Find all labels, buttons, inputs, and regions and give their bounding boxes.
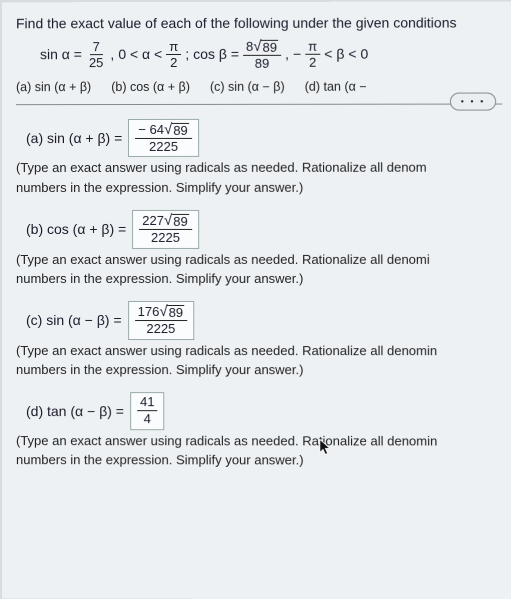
- answer-a-radicand: 89: [172, 123, 189, 137]
- alpha-range-frac: π 2: [166, 40, 181, 69]
- instr-b-1: (Type an exact answer using radicals as …: [16, 251, 503, 267]
- cos-beta-den: 89: [252, 56, 273, 70]
- answer-a-label: (a) sin (α + β) =: [26, 130, 122, 146]
- answer-c-num: 176√89: [135, 304, 188, 321]
- alpha-range-num: π: [166, 40, 181, 55]
- cos-beta-num: 8√89: [243, 39, 281, 56]
- sqrt-icon: √89: [159, 304, 184, 319]
- answer-d-row: (d) tan (α − β) = 41 4: [26, 392, 503, 430]
- sqrt-icon: √89: [253, 39, 278, 54]
- sqrt-icon: √89: [164, 122, 189, 137]
- beta-range-den: 2: [306, 55, 319, 69]
- worksheet-page: Find the exact value of each of the foll…: [2, 1, 511, 599]
- question-title: Find the exact value of each of the foll…: [16, 13, 502, 33]
- answer-b-num-coef: 227: [142, 213, 164, 228]
- beta-range-frac: π 2: [305, 40, 320, 69]
- part-c-label: (c) sin (α − β): [210, 80, 285, 94]
- sin-alpha-lhs: sin α =: [40, 47, 82, 63]
- sqrt-icon: √89: [164, 213, 189, 228]
- divider-rule: [16, 103, 502, 105]
- instr-d-1: (Type an exact answer using radicals as …: [16, 433, 503, 450]
- instr-d-2: numbers in the expression. Simplify your…: [16, 452, 503, 469]
- answer-b-den: 2225: [148, 230, 183, 245]
- sin-alpha-num: 7: [90, 40, 103, 55]
- answer-a-den: 2225: [146, 139, 181, 154]
- cos-beta-lhs: cos β =: [193, 46, 239, 62]
- semicolon: ;: [185, 46, 189, 62]
- beta-range-right: < β < 0: [324, 46, 368, 62]
- comma2: ,: [285, 46, 289, 62]
- answer-c-radicand: 89: [168, 305, 185, 319]
- answer-b-num: 227√89: [139, 213, 192, 230]
- answer-a-row: (a) sin (α + β) = − 64√89 2225: [26, 118, 502, 157]
- instr-c-1: (Type an exact answer using radicals as …: [16, 343, 503, 359]
- part-a-label: (a) sin (α + β): [16, 80, 91, 94]
- answer-b-radicand: 89: [172, 214, 189, 228]
- answer-a-box[interactable]: − 64√89 2225: [128, 119, 198, 158]
- pointer-cursor-icon: [319, 438, 333, 456]
- part-b-label: (b) cos (α + β): [111, 80, 190, 94]
- answer-d-num: 41: [137, 395, 158, 411]
- instr-a-2: numbers in the expression. Simplify your…: [16, 179, 502, 196]
- answer-b-row: (b) cos (α + β) = 227√89 2225: [26, 210, 502, 249]
- part-d-label: (d) tan (α −: [305, 80, 367, 94]
- answer-c-num-coef: 176: [138, 304, 160, 319]
- cos-beta-radicand: 89: [262, 40, 279, 54]
- answer-c-label: (c) sin (α − β) =: [26, 312, 122, 328]
- instr-a-1: (Type an exact answer using radicals as …: [16, 160, 502, 177]
- answer-d-label: (d) tan (α − β) =: [26, 403, 124, 419]
- answer-c-row: (c) sin (α − β) = 176√89 2225: [26, 301, 503, 340]
- answer-a-num-coef: − 64: [138, 122, 164, 137]
- answer-a-num: − 64√89: [135, 122, 191, 139]
- answer-c-box[interactable]: 176√89 2225: [128, 301, 195, 340]
- given-conditions: sin α = 7 25 , 0 < α < π 2 ; cos β = 8√8…: [40, 38, 502, 70]
- answer-d-box[interactable]: 41 4: [130, 392, 165, 430]
- more-button[interactable]: • • •: [450, 92, 496, 110]
- comma: ,: [110, 46, 114, 62]
- sin-alpha-frac: 7 25: [86, 40, 106, 69]
- beta-range-num: π: [305, 40, 320, 55]
- subparts-row: (a) sin (α + β) (b) cos (α + β) (c) sin …: [16, 79, 502, 94]
- sin-alpha-den: 25: [86, 55, 106, 69]
- ellipsis-icon: • • •: [461, 96, 486, 106]
- alpha-range-left: 0 < α <: [118, 46, 162, 62]
- cos-beta-frac: 8√89 89: [243, 39, 281, 70]
- cos-beta-num-coef: 8: [246, 39, 253, 54]
- answer-c-den: 2225: [143, 321, 178, 336]
- instr-c-2: numbers in the expression. Simplify your…: [16, 362, 503, 379]
- answer-b-label: (b) cos (α + β) =: [26, 221, 126, 237]
- instr-b-2: numbers in the expression. Simplify your…: [16, 271, 503, 287]
- alpha-range-den: 2: [167, 55, 180, 69]
- answer-d-den: 4: [141, 412, 154, 427]
- answer-b-box[interactable]: 227√89 2225: [132, 210, 199, 249]
- neg-sign: −: [293, 46, 301, 62]
